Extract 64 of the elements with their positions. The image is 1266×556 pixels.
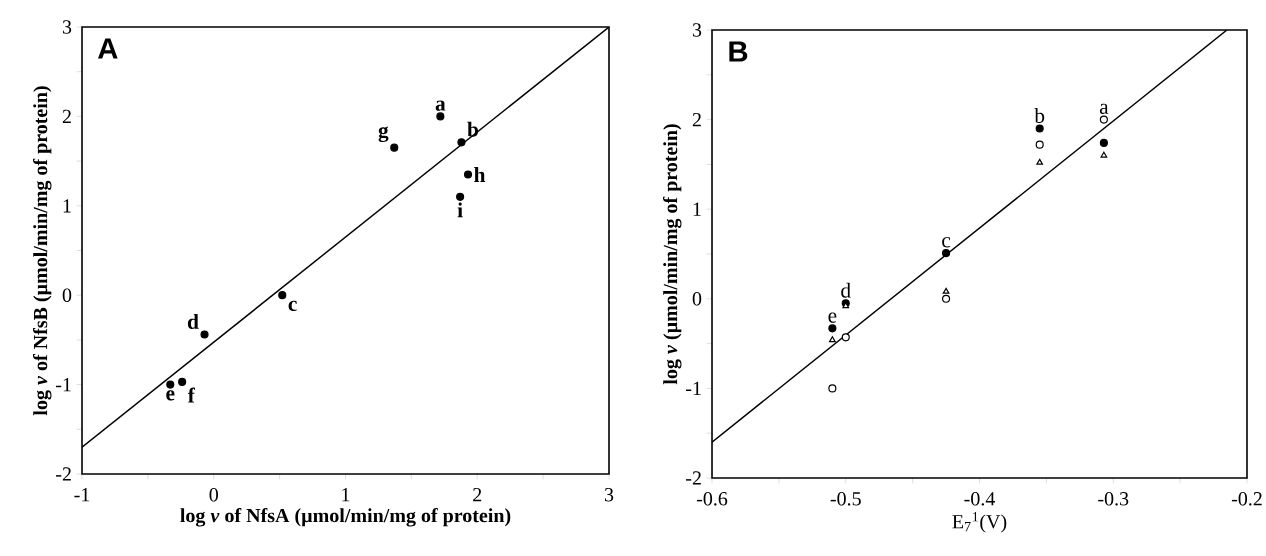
x-tick-label: -0.5 xyxy=(830,492,861,506)
point xyxy=(463,170,473,179)
point xyxy=(829,336,836,343)
annotation: f xyxy=(187,387,196,403)
annotation: B xyxy=(729,41,748,62)
annotation: i xyxy=(457,202,463,218)
y-tick-label: 3 xyxy=(62,20,72,34)
point xyxy=(841,333,850,342)
x-tick-label: -0.3 xyxy=(1098,492,1129,506)
y-tick-label: 2 xyxy=(62,109,71,124)
x-tick-label: -0.4 xyxy=(964,492,996,506)
point xyxy=(1035,140,1044,149)
annotation: e xyxy=(828,312,837,323)
x-axis-title: log v of NfsA (µmol/min/mg of protein) xyxy=(180,508,511,527)
point xyxy=(942,287,950,294)
y-axis-title: log v (µmol/min/mg of protein) xyxy=(663,124,682,385)
y-tick-label: -1 xyxy=(686,381,701,395)
y-tick-label: 3 xyxy=(692,23,702,37)
point xyxy=(1100,151,1108,158)
point xyxy=(828,384,837,393)
point xyxy=(1099,138,1108,147)
annotation: c xyxy=(942,237,951,248)
annotation: b xyxy=(467,121,479,137)
point xyxy=(166,380,175,389)
annotation: h xyxy=(474,167,486,182)
point xyxy=(456,192,465,201)
point xyxy=(178,377,187,386)
y-tick-label: 2 xyxy=(692,112,701,127)
x-tick-label: 1 xyxy=(342,488,350,502)
point xyxy=(200,330,209,339)
y-tick-label: 1 xyxy=(693,202,701,216)
point xyxy=(942,249,951,258)
y-tick-label: -2 xyxy=(56,467,71,481)
y-tick-label: 0 xyxy=(62,288,72,302)
annotation: a xyxy=(1099,103,1109,114)
point xyxy=(828,324,837,333)
annotation: A xyxy=(98,38,118,59)
x-tick-label: -0.2 xyxy=(1231,492,1262,506)
x-tick-label: -1 xyxy=(74,488,90,502)
annotation: d xyxy=(841,282,851,298)
point xyxy=(457,138,466,147)
annotation: b xyxy=(1034,107,1045,123)
annotation: g xyxy=(378,126,389,143)
annotation: a xyxy=(435,100,446,111)
point xyxy=(1036,158,1044,165)
point xyxy=(390,143,399,152)
x-axis-title: E$_{7}$$^{1}$(V) xyxy=(952,512,1007,533)
point xyxy=(1035,124,1044,133)
point xyxy=(278,291,287,300)
annotation: d xyxy=(187,313,199,329)
point xyxy=(942,294,951,303)
x-tick-label: 0 xyxy=(209,488,218,502)
point xyxy=(1099,115,1108,124)
y-tick-label: -2 xyxy=(686,471,701,485)
x-tick-label: 2 xyxy=(473,488,482,502)
y-tick-label: 0 xyxy=(692,292,702,306)
y-tick-label: 1 xyxy=(63,199,71,213)
annotation: e xyxy=(166,390,175,401)
x-tick-label: 3 xyxy=(604,488,614,502)
annotation: c xyxy=(288,300,297,312)
point xyxy=(436,112,445,121)
y-axis-title: log v of NfsB (µmol/min/mg of protein) xyxy=(33,86,52,416)
x-tick-label: -0.6 xyxy=(696,492,728,506)
y-tick-label: -1 xyxy=(56,378,71,392)
